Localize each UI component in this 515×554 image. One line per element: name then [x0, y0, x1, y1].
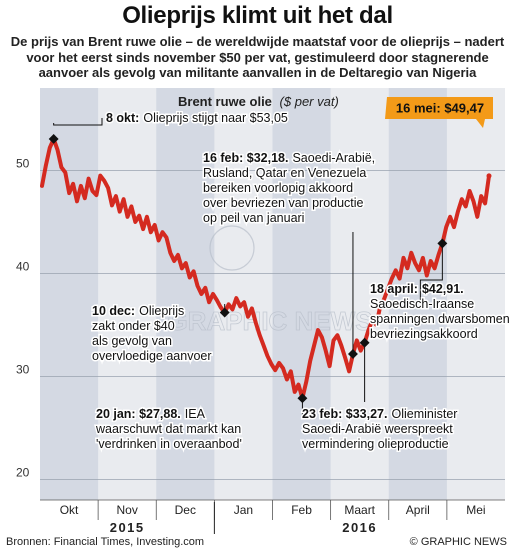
svg-text:Brent ruwe olie ($ per v: Brent ruwe olie ($ per vat) [178, 94, 339, 109]
year-label: 2016 [342, 520, 377, 535]
x-tick-label: Mei [466, 503, 485, 517]
y-tick-label: 20 [16, 465, 30, 479]
annotation-16-feb: 16 feb: $32,18. Saoedi-Arabië, Rusland, Qa… [203, 151, 375, 225]
annotation-23-feb: 23 feb: $33,27. Olieminister Saoedi-Arabië… [302, 407, 457, 451]
series-line [40, 137, 491, 401]
watermark-text: GRAPHIC NEWS [167, 306, 372, 336]
annotation-leader [53, 118, 103, 126]
annotations: 8 okt: Olieprijs stijgt naar $53,05 16 feb… [48, 97, 511, 453]
x-tick-label: Okt [60, 503, 79, 517]
page-subtitle: De prijs van Brent ruwe olie – de wereld… [10, 34, 505, 80]
y-tick-label: 40 [16, 259, 30, 273]
gridlines [40, 169, 505, 480]
source-note: Bronnen: Financial Times, Investing.com [6, 536, 205, 548]
credit: © GRAPHIC NEWS [409, 536, 507, 548]
x-tick-label: April [406, 503, 430, 517]
price-line [40, 137, 491, 401]
axes: 20 30 40 50 Okt Nov Dec Jan Feb Maart April Mei 2015… [16, 156, 505, 535]
x-tick-label: Maart [344, 503, 375, 517]
annotation-20-jan: 20 jan: $27,88. IEA waarschuwt dat markt k… [95, 407, 242, 451]
annotation-8-okt: 8 okt: Olieprijs stijgt naar $53,05 [106, 111, 288, 125]
y-tick-label: 30 [16, 362, 30, 376]
x-tick-label: Nov [117, 503, 138, 517]
end-point [486, 173, 492, 179]
page-title: Olieprijs klimt uit het dal [122, 2, 393, 29]
x-tick-label: Dec [175, 503, 196, 517]
watermark: GRAPHIC NEWS [167, 225, 373, 336]
annotation-marker [48, 134, 59, 144]
chart-header: Brent ruwe olie ($ per vat) [178, 94, 339, 109]
callout-box [385, 97, 493, 128]
x-tick-label: Feb [291, 503, 312, 517]
month-column [388, 88, 447, 500]
chart-title: Brent ruwe olie [178, 94, 272, 109]
annotation-leader [419, 243, 443, 300]
month-column [272, 88, 331, 500]
x-tick-label: Jan [234, 503, 253, 517]
year-label: 2015 [110, 520, 145, 535]
callout-label: 16 mei: $49,47 [396, 101, 484, 116]
annotation-10-dec: 10 dec: Olieprijs zakt onder $40 als gevolg… [92, 304, 212, 363]
month-column [156, 88, 215, 500]
y-tick-label: 50 [16, 156, 30, 170]
annotation-18-april: 18 april: $42,91. Saoedisch-Iraanse spannin… [370, 282, 510, 341]
watermark-mark [209, 225, 255, 271]
chart-unit: ($ per vat) [280, 94, 339, 109]
